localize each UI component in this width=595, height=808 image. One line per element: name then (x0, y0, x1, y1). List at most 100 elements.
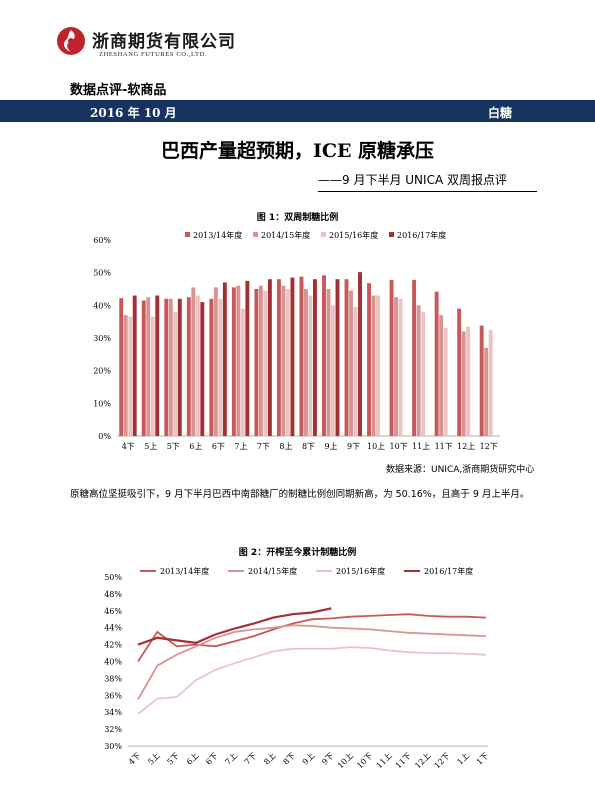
x-tick-label: 9下 (320, 751, 336, 767)
bar (398, 298, 403, 436)
bar (213, 287, 218, 436)
bar (349, 290, 353, 436)
bar (267, 279, 272, 436)
y-tick-label: 48% (104, 590, 122, 599)
bar (389, 279, 394, 436)
x-tick-label: 7下 (257, 442, 270, 451)
bar (326, 289, 331, 436)
series-line (137, 624, 487, 700)
bar (281, 285, 286, 436)
commodity-label: 白糖 (488, 106, 513, 120)
y-tick-label: 46% (104, 607, 122, 616)
bar (123, 315, 128, 436)
x-tick-label: 9上 (301, 751, 317, 767)
bar (236, 285, 241, 436)
x-tick-label: 12上 (413, 751, 432, 770)
x-tick-label: 11下 (394, 751, 413, 770)
y-tick-label: 44% (104, 624, 122, 633)
company-name-cn: 浙商期货有限公司 (92, 32, 236, 52)
legend-label: 2014/15年度 (248, 566, 297, 576)
x-tick-label: 8下 (281, 751, 297, 767)
bar (276, 279, 281, 436)
bar (258, 285, 263, 436)
x-tick-label: 4下 (127, 751, 143, 767)
y-tick-label: 40% (104, 658, 122, 667)
bar (313, 279, 317, 436)
bar (416, 305, 421, 436)
bar (479, 325, 484, 436)
bar (173, 311, 178, 436)
bar (308, 295, 313, 436)
y-tick-label: 40% (93, 301, 111, 310)
legend-label: 2016/17年度 (397, 230, 446, 240)
bar (299, 276, 304, 436)
x-tick-label: 12下 (433, 751, 452, 770)
series-line (137, 613, 487, 662)
x-tick-label: 7上 (234, 442, 247, 451)
bar (434, 291, 439, 436)
x-tick-label: 5下 (167, 442, 180, 451)
bar (141, 300, 146, 436)
x-tick-label: 11下 (435, 442, 453, 451)
bar (304, 289, 308, 436)
x-tick-label: 9上 (324, 442, 337, 451)
bar (412, 279, 417, 436)
x-tick-label: 5上 (146, 751, 162, 767)
figure-2-title: 图 2：开榨至今累计制糖比例 (238, 548, 357, 558)
bar (191, 287, 196, 436)
commentary-paragraph: 原糖高位坚挺吸引下，9 月下半月巴西中南部糖厂的制糖比例创同期新高，为 50.1… (70, 489, 530, 500)
bar (488, 329, 493, 436)
bar (371, 295, 376, 436)
bar (290, 277, 295, 436)
x-tick-label: 8上 (262, 751, 278, 767)
bar (344, 279, 349, 436)
bar (245, 280, 250, 436)
bar (367, 283, 371, 436)
subtitle-underline (318, 191, 537, 192)
x-tick-label: 12上 (457, 442, 475, 451)
y-tick-label: 0% (98, 432, 111, 441)
bar (376, 295, 380, 436)
bar (443, 328, 448, 436)
bar (358, 272, 362, 436)
bar (222, 282, 227, 436)
y-tick-label: 30% (104, 742, 122, 751)
bar (263, 290, 268, 436)
x-tick-label: 5上 (144, 442, 157, 451)
x-tick-label: 7下 (243, 751, 259, 767)
x-tick-label: 12下 (480, 442, 498, 451)
x-tick-label: 4下 (122, 442, 135, 451)
x-tick-label: 5下 (165, 751, 181, 767)
header-banner (0, 100, 595, 122)
bar (461, 331, 466, 436)
bar (168, 298, 173, 436)
x-tick-label: 10上 (367, 442, 385, 451)
y-tick-label: 34% (104, 708, 122, 717)
page-title: 巴西产量超预期，ICE 原糖承压 (160, 140, 435, 162)
bar (119, 298, 124, 436)
bar (150, 316, 155, 436)
x-tick-label: 1下 (475, 751, 491, 767)
legend-swatch (185, 232, 190, 237)
section-title: 数据点评-软商品 (70, 83, 167, 98)
bar (484, 347, 489, 436)
x-tick-label: 6下 (212, 442, 225, 451)
bar (421, 311, 426, 436)
source-note: 数据来源：UNICA,浙商期货研究中心 (386, 465, 535, 475)
bar (128, 316, 133, 436)
x-tick-label: 8上 (279, 442, 292, 451)
x-tick-label: 10上 (336, 751, 355, 770)
bar (195, 295, 200, 436)
bar (186, 297, 191, 436)
bar (353, 306, 358, 436)
y-tick-label: 30% (93, 334, 111, 343)
bar (240, 308, 245, 436)
company-logo-icon (57, 27, 85, 55)
x-tick-label: 6上 (185, 751, 201, 767)
y-tick-label: 32% (104, 725, 122, 734)
x-tick-label: 9下 (347, 442, 360, 451)
y-tick-label: 36% (104, 691, 122, 700)
series-line (137, 646, 487, 715)
bar (164, 298, 169, 436)
